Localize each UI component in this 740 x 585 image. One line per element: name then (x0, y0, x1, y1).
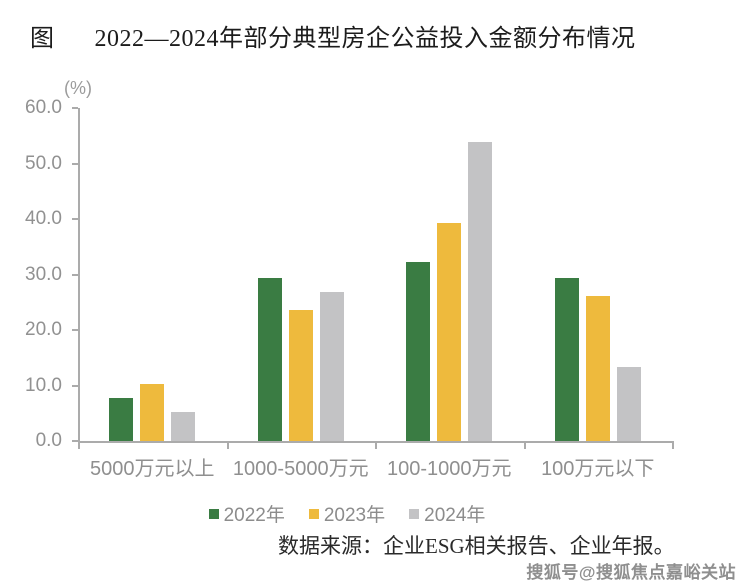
bar-2022年-100万元以下 (554, 277, 579, 441)
figure-title-text: 2022—2024年部分典型房企公益投入金额分布情况 (94, 26, 636, 52)
bar-2024年-100万元以下 (616, 367, 641, 441)
legend-swatch-icon (409, 508, 420, 519)
x-axis-tick (78, 443, 80, 449)
y-axis-tick-label: 20.0 (25, 319, 62, 340)
bar-2023年-100万元以下 (585, 295, 610, 441)
source-note: 数据来源：企业ESG相关报告、企业年报。 (278, 534, 675, 558)
y-axis-tick-label: 30.0 (25, 263, 62, 285)
x-axis-tick (226, 443, 229, 449)
bar-2022年-1000-5000万元 (257, 277, 282, 441)
legend-item-2024年: 2024年 (409, 500, 485, 527)
y-axis-tick (72, 162, 78, 165)
bar-2024年-100-1000万元 (468, 141, 493, 441)
x-category-label: 100-1000万元 (386, 458, 512, 480)
x-axis-tick (672, 443, 674, 449)
legend-item-2023年: 2023年 (308, 500, 386, 527)
y-axis-tick-label: 10.0 (25, 374, 62, 396)
bar-2023年-1000-5000万元 (288, 310, 313, 441)
x-axis-line (78, 441, 674, 443)
bar-2023年-5000万元以上 (140, 383, 165, 441)
legend: 2022年 2023年 2024年 (0, 500, 694, 527)
y-axis-tick (72, 273, 78, 276)
x-axis-tick (375, 443, 377, 449)
bar-2022年-5000万元以上 (109, 397, 134, 441)
y-axis-tick (72, 440, 78, 442)
x-category-label: 1000-5000万元 (232, 458, 369, 480)
legend-label: 2024年 (424, 505, 486, 526)
legend-label: 2023年 (323, 505, 386, 526)
y-axis-tick (72, 107, 78, 109)
legend-swatch-icon (208, 508, 219, 519)
figure-title: 图 2022—2024年部分典型房企公益投入金额分布情况 (30, 18, 636, 53)
y-axis-unit-label: (%) (64, 78, 92, 98)
legend-item-2022年: 2022年 (208, 500, 285, 527)
y-axis-tick (72, 218, 78, 220)
x-category-label: 5000万元以上 (90, 458, 215, 480)
bar-2024年-1000-5000万元 (319, 291, 344, 441)
x-axis-tick (523, 443, 526, 449)
watermark: 搜狐号@搜狐焦点嘉峪关站 (526, 563, 736, 582)
figure-label: 图 (30, 26, 55, 52)
y-axis-tick (72, 329, 78, 331)
bar-2023年-100-1000万元 (437, 222, 462, 441)
legend-label: 2022年 (223, 505, 285, 526)
y-axis-tick-label: 0.0 (35, 430, 62, 451)
y-axis-tick-label: 60.0 (25, 97, 62, 118)
legend-swatch-icon (308, 508, 319, 519)
y-axis-tick-label: 40.0 (25, 208, 62, 229)
y-axis-tick (72, 384, 78, 387)
y-axis-tick-label: 50.0 (25, 152, 62, 174)
y-axis-line (78, 108, 80, 441)
bar-2024年-5000万元以上 (171, 411, 196, 441)
x-category-label: 100万元以下 (541, 458, 655, 480)
bar-2022年-100-1000万元 (406, 261, 431, 441)
